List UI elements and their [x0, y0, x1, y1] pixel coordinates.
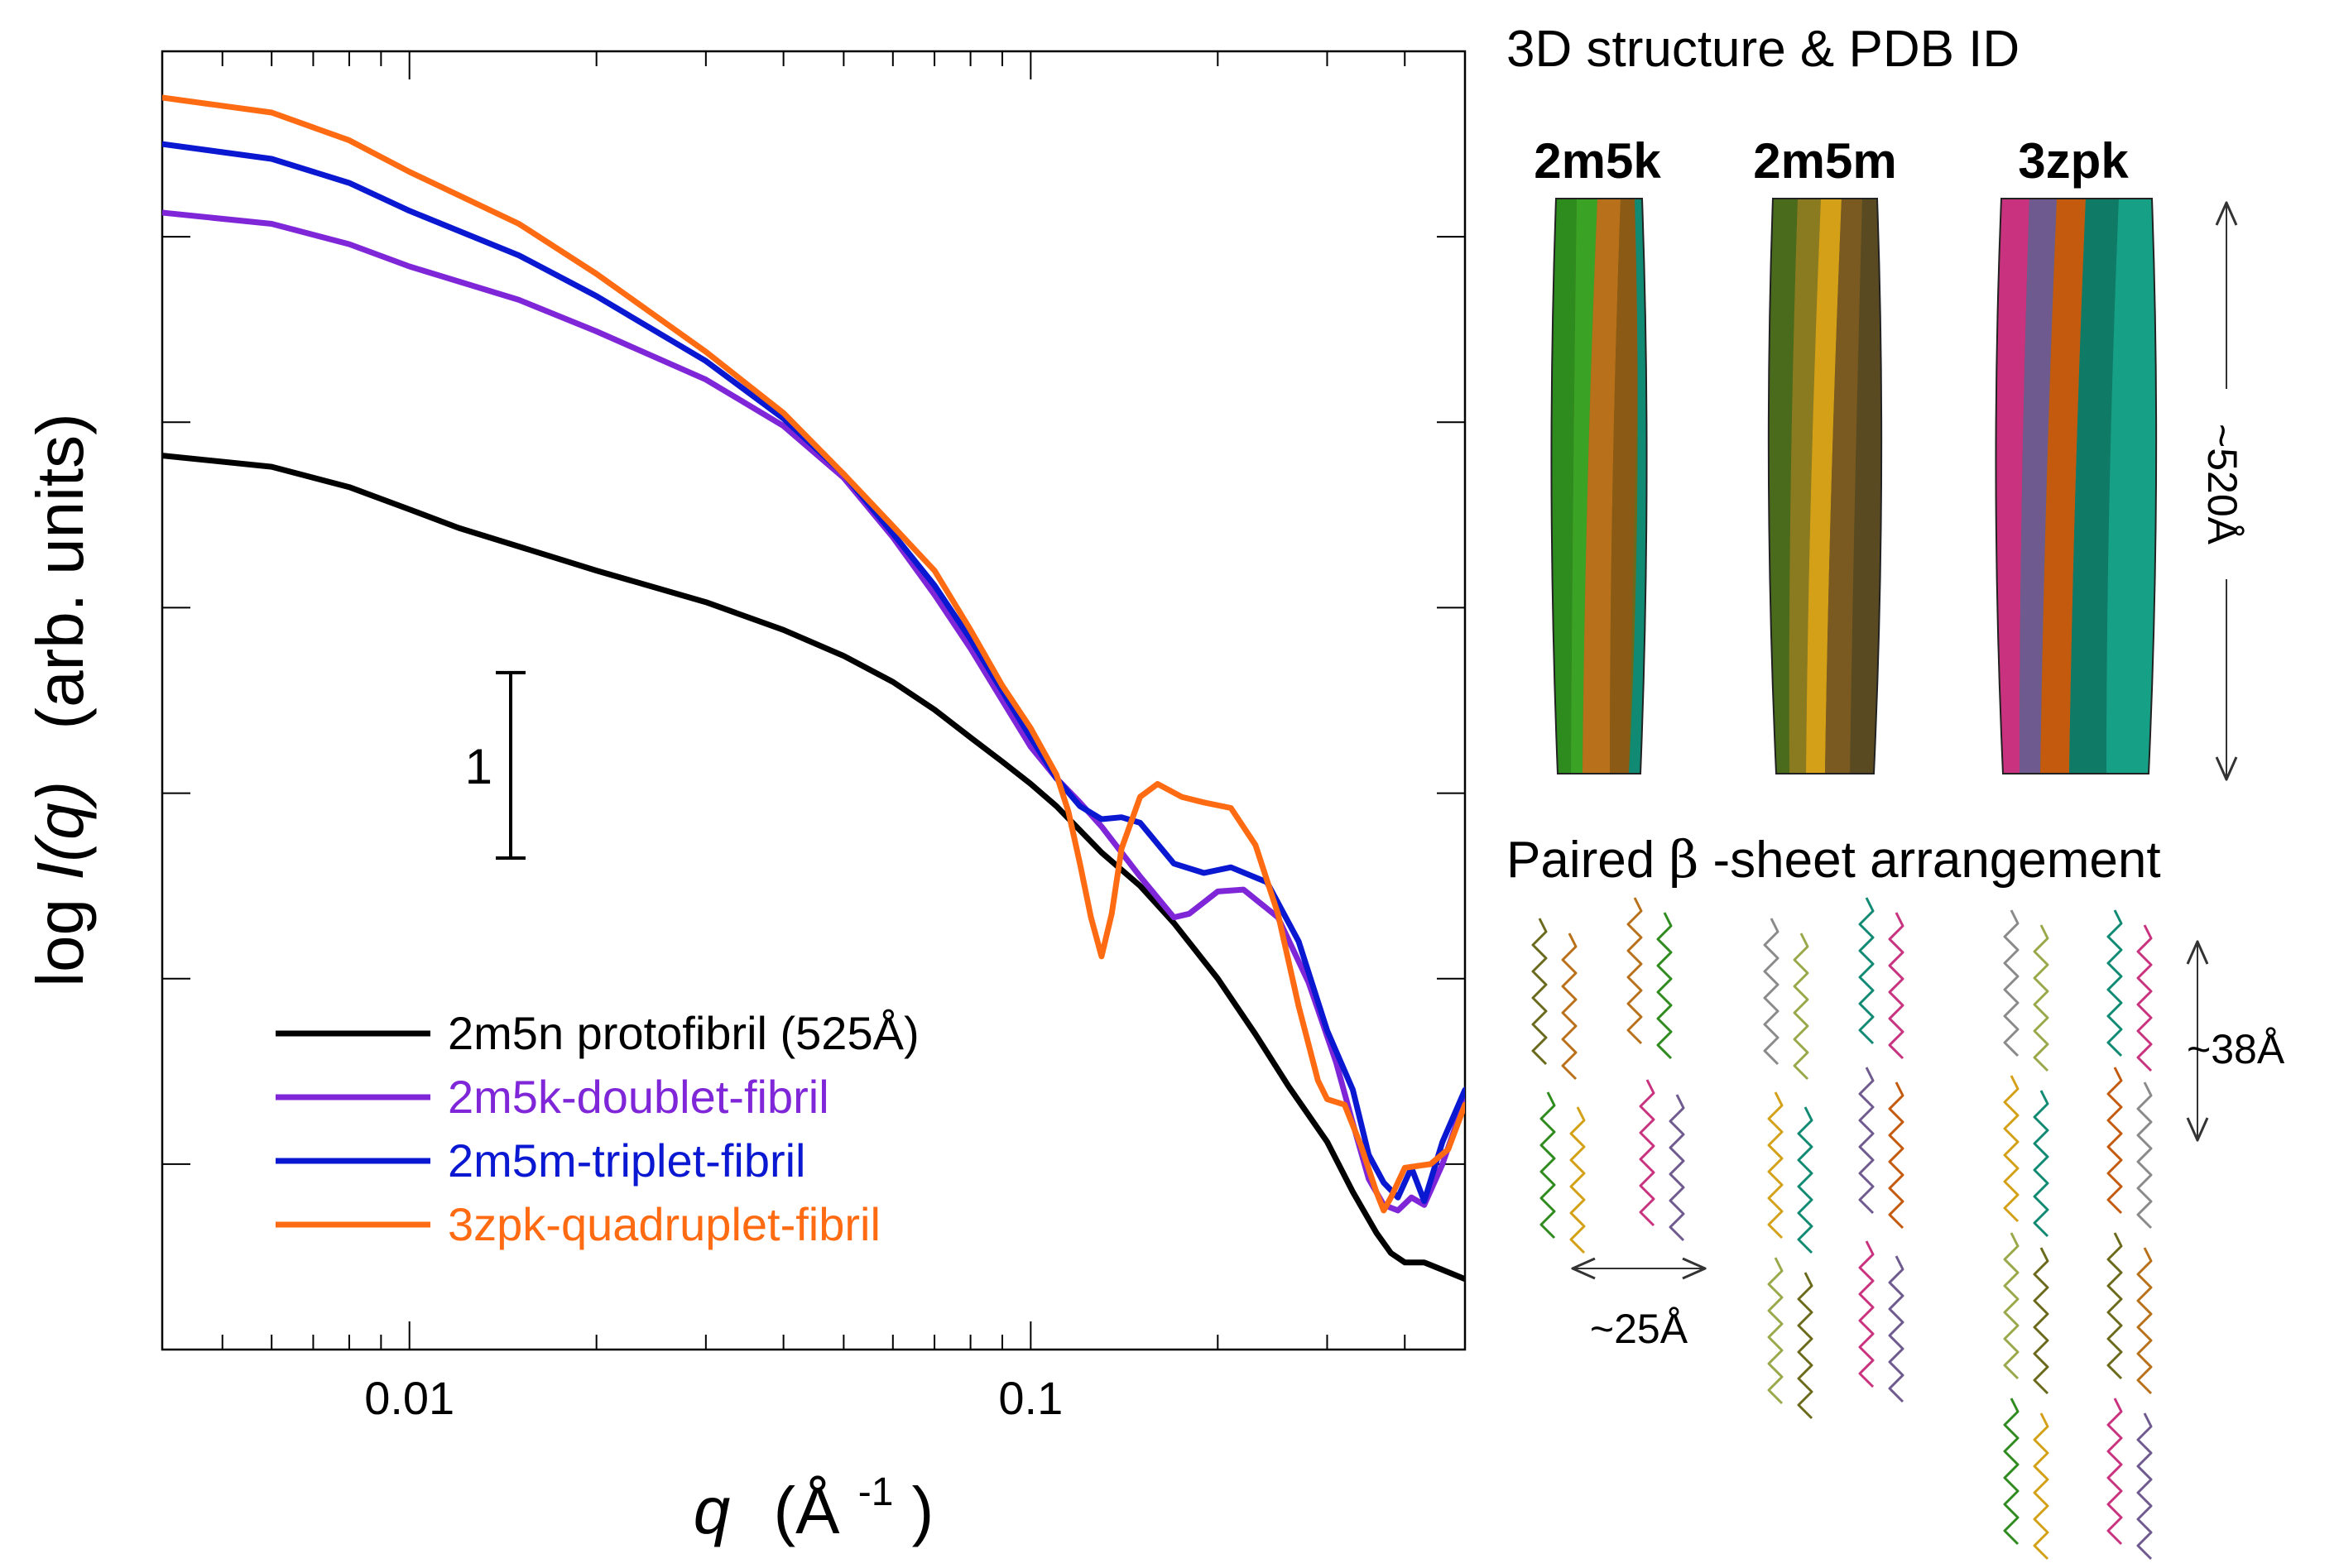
y-axis-unit: (arb. units) [23, 413, 97, 729]
beta-strand [1561, 933, 1578, 1081]
beta-strand [1669, 1094, 1685, 1242]
x-ticks: 0.01 0.1 [161, 51, 1466, 1424]
beta-strand [2033, 1247, 2049, 1395]
beta-strand [1888, 1081, 1904, 1230]
x-axis-unit: (Å [773, 1474, 840, 1547]
beta-strand [1531, 918, 1548, 1066]
series-layer [162, 94, 1465, 1283]
beta-strand [1797, 1106, 1813, 1254]
beta-strand [1858, 1067, 1875, 1215]
chart: 0.01 0.1 1 2m5n protofibril (525Å) 2m5k-do… [23, 50, 1467, 1547]
y-ticks [162, 236, 1465, 1165]
beta-strand [2003, 909, 2020, 1057]
legend: 2m5n protofibril (525Å) 2m5k-doublet-fibr… [276, 1007, 920, 1250]
beta-strand [1539, 1091, 1556, 1240]
beta-strand [1639, 1079, 1655, 1227]
scale-bar-label: 1 [465, 739, 492, 794]
series-line [162, 453, 1465, 1283]
beta-strand [1793, 933, 1809, 1081]
x-axis-label: q (Å -1 ) [694, 1446, 934, 1547]
beta-strand [2136, 1412, 2153, 1561]
beta-strand [1858, 1240, 1875, 1388]
structure-panel: 3D structure & PDB ID 2m5k 2m5m 3zpk [1506, 21, 2251, 779]
beta-strand [1763, 918, 1779, 1066]
fibril-3zpk [1995, 198, 2158, 774]
beta-strand [1858, 897, 1875, 1045]
beta-strand [1888, 912, 1904, 1060]
beta-strand [2136, 1081, 2153, 1230]
beta-strand [2106, 1067, 2123, 1215]
spacing-38-label: ~38Å [2187, 1026, 2285, 1072]
beta-strand [1767, 1257, 1784, 1405]
beta-strand [2003, 1398, 2020, 1546]
arrangement-title: Paired β -sheet arrangement [1506, 829, 2161, 889]
pdb-id-2m5m: 2m5m [1753, 133, 1896, 189]
beta-strand [2033, 924, 2049, 1072]
length-label: ~520Å [2199, 424, 2245, 545]
series-line [162, 141, 1465, 1205]
x-axis-unit-close: ) [912, 1474, 934, 1547]
x-tick-label: 0.01 [364, 1372, 454, 1424]
beta-strand [2003, 1232, 2020, 1380]
beta-strand [2106, 1398, 2123, 1546]
x-axis-unit-sup: -1 [858, 1470, 894, 1514]
x-axis-variable: q [694, 1474, 731, 1547]
beta-strand [2136, 1247, 2153, 1395]
beta-strand [2106, 1232, 2123, 1380]
pdb-id-2m5k: 2m5k [1534, 133, 1661, 189]
x-tick-label: 0.1 [998, 1372, 1063, 1424]
beta-strand [1888, 1255, 1904, 1403]
fibril-2m5k [1550, 198, 1648, 774]
y-axis-prefix: log [23, 880, 97, 987]
arrangement-title-pre: Paired [1506, 832, 1669, 889]
beta-strands [1531, 897, 2153, 1561]
plot-frame [161, 50, 1467, 1351]
arrangement-panel: Paired β -sheet arrangement ~38Å ~25Å [1506, 829, 2285, 1561]
beta-strand [1767, 1091, 1784, 1240]
y-axis-variable: I(q) [23, 781, 97, 880]
legend-label: 2m5m-triplet-fibril [448, 1134, 806, 1187]
legend-label: 3zpk-quadruplet-fibril [448, 1198, 881, 1250]
beta-strand [1656, 912, 1673, 1060]
arrangement-title-post: -sheet arrangement [1713, 832, 2161, 889]
fibril-2m5m [1767, 198, 1883, 774]
beta-strand [2106, 909, 2123, 1057]
y-axis-label: log I(q) (arb. units) [23, 413, 97, 987]
beta-strand [1797, 1272, 1813, 1420]
spacing-25-label: ~25Å [1590, 1306, 1688, 1352]
beta-strand [1569, 1106, 1586, 1254]
scale-bar: 1 [465, 670, 526, 861]
series-line [162, 94, 1465, 1214]
pdb-id-3zpk: 3zpk [2018, 133, 2129, 189]
beta-strand [2136, 924, 2153, 1072]
beta-strand [2033, 1090, 2049, 1238]
beta-strand [1626, 897, 1643, 1045]
legend-label: 2m5k-doublet-fibril [448, 1071, 829, 1123]
beta-strand [2003, 1075, 2020, 1223]
legend-label: 2m5n protofibril (525Å) [448, 1007, 920, 1059]
beta-strand [2033, 1412, 2049, 1561]
structure-title: 3D structure & PDB ID [1506, 21, 2020, 78]
arrangement-title-beta: β [1669, 829, 1698, 889]
